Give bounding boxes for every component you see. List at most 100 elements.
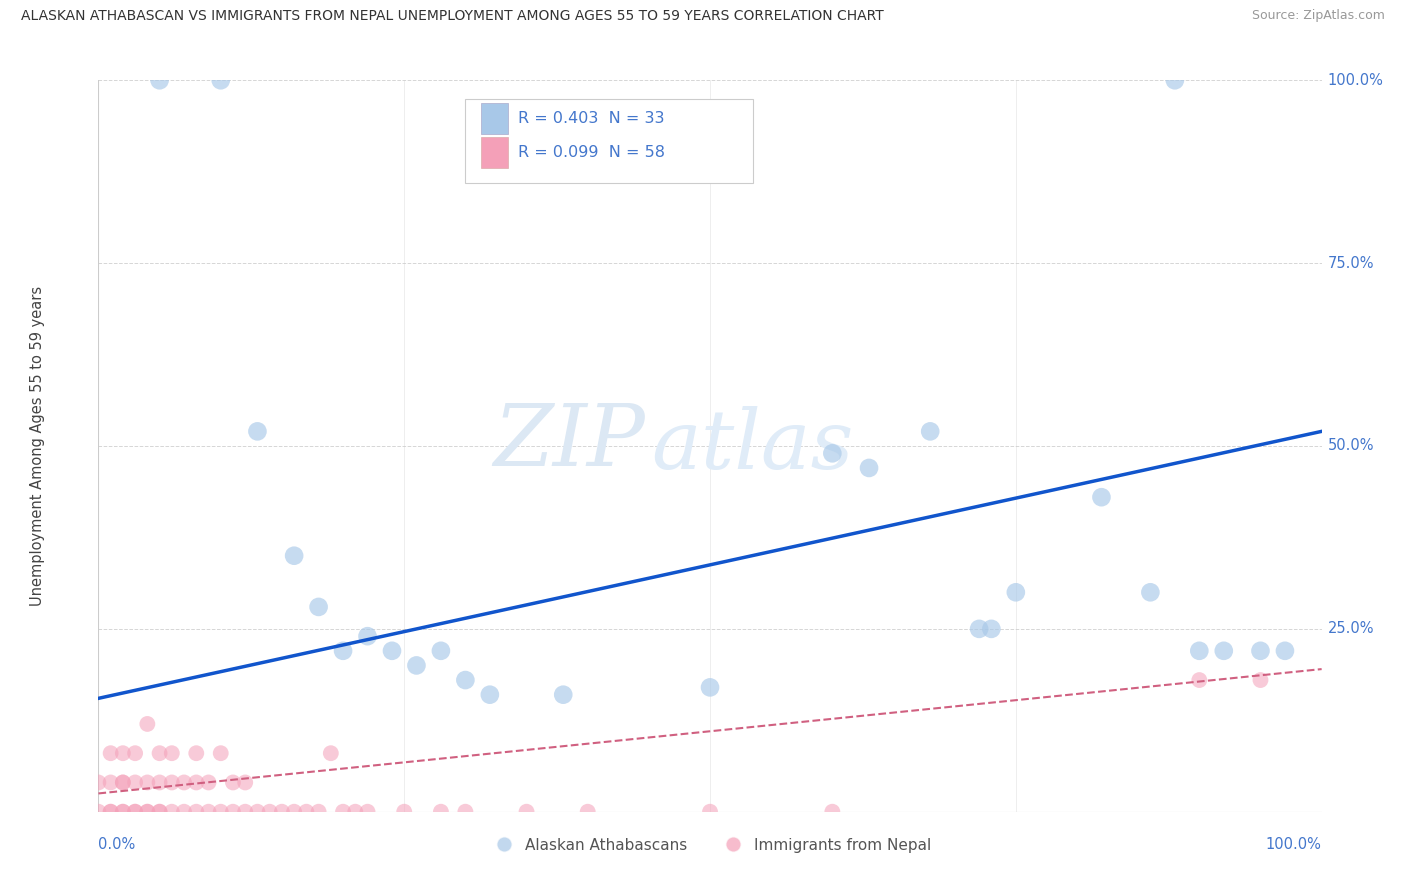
Point [405, 658, 427, 673]
Text: 100.0%: 100.0% [1265, 838, 1322, 853]
Point [332, 644, 354, 658]
Point [454, 805, 477, 819]
Text: Unemployment Among Ages 55 to 59 years: Unemployment Among Ages 55 to 59 years [30, 286, 45, 606]
Point [100, 775, 122, 789]
Point [1004, 585, 1026, 599]
Point [197, 775, 219, 789]
Point [332, 805, 354, 819]
Point [160, 805, 183, 819]
Point [1274, 644, 1296, 658]
Point [111, 775, 134, 789]
Point [344, 805, 367, 819]
Point [186, 746, 208, 760]
Point [392, 805, 416, 819]
Point [308, 599, 330, 614]
Text: R = 0.099  N = 58: R = 0.099 N = 58 [517, 145, 665, 161]
Point [699, 805, 721, 819]
Point [356, 805, 378, 819]
Point [295, 805, 318, 819]
FancyBboxPatch shape [481, 137, 508, 168]
Text: 50.0%: 50.0% [1327, 439, 1374, 453]
Point [124, 746, 146, 760]
Legend: Alaskan Athabascans, Immigrants from Nepal: Alaskan Athabascans, Immigrants from Nep… [482, 831, 938, 859]
Point [553, 688, 575, 702]
Point [233, 805, 256, 819]
Point [87, 805, 110, 819]
Point [111, 805, 134, 819]
Point [967, 622, 990, 636]
Point [356, 629, 378, 643]
Point [209, 746, 232, 760]
Point [222, 775, 245, 789]
Point [980, 622, 1002, 636]
Point [160, 746, 183, 760]
Text: 100.0%: 100.0% [1327, 73, 1384, 87]
Point [160, 775, 183, 789]
Point [149, 805, 172, 819]
Point [149, 746, 172, 760]
Point [1188, 673, 1211, 687]
Text: 75.0%: 75.0% [1327, 256, 1374, 270]
Text: 25.0%: 25.0% [1327, 622, 1374, 636]
Point [454, 673, 477, 687]
Point [136, 775, 159, 789]
Point [124, 805, 146, 819]
Point [920, 425, 942, 439]
Point [283, 805, 305, 819]
Point [1139, 585, 1161, 599]
Point [136, 717, 159, 731]
Point [100, 805, 122, 819]
Point [478, 688, 501, 702]
Point [87, 775, 110, 789]
Point [111, 775, 134, 789]
Text: atlas: atlas [651, 406, 853, 486]
Point [209, 73, 232, 87]
Point [858, 461, 880, 475]
Point [100, 746, 122, 760]
Point [283, 549, 305, 563]
Text: ALASKAN ATHABASCAN VS IMMIGRANTS FROM NEPAL UNEMPLOYMENT AMONG AGES 55 TO 59 YEA: ALASKAN ATHABASCAN VS IMMIGRANTS FROM NE… [21, 9, 884, 23]
Point [124, 775, 146, 789]
Point [246, 805, 269, 819]
Point [136, 805, 159, 819]
Point [515, 805, 537, 819]
Point [124, 805, 146, 819]
Point [173, 775, 195, 789]
Point [1090, 490, 1112, 504]
Point [1249, 673, 1271, 687]
Point [197, 805, 219, 819]
Point [576, 805, 599, 819]
Point [319, 746, 342, 760]
Point [308, 805, 330, 819]
Point [699, 681, 721, 695]
Point [821, 805, 844, 819]
Text: 0.0%: 0.0% [98, 838, 135, 853]
Point [430, 644, 453, 658]
Point [1249, 644, 1271, 658]
Point [149, 73, 172, 87]
Text: ZIP: ZIP [494, 401, 645, 483]
Point [149, 775, 172, 789]
Text: Source: ZipAtlas.com: Source: ZipAtlas.com [1251, 9, 1385, 22]
Point [233, 775, 256, 789]
Point [1188, 644, 1211, 658]
Point [259, 805, 281, 819]
Point [1212, 644, 1234, 658]
Text: R = 0.403  N = 33: R = 0.403 N = 33 [517, 111, 665, 126]
Point [821, 446, 844, 460]
Point [186, 775, 208, 789]
Point [270, 805, 294, 819]
Point [111, 805, 134, 819]
Point [222, 805, 245, 819]
Point [173, 805, 195, 819]
FancyBboxPatch shape [465, 99, 752, 183]
Point [136, 805, 159, 819]
Point [149, 805, 172, 819]
Point [100, 805, 122, 819]
Point [209, 805, 232, 819]
Point [246, 425, 269, 439]
FancyBboxPatch shape [481, 103, 508, 134]
Point [186, 805, 208, 819]
Point [381, 644, 404, 658]
Point [1164, 73, 1187, 87]
